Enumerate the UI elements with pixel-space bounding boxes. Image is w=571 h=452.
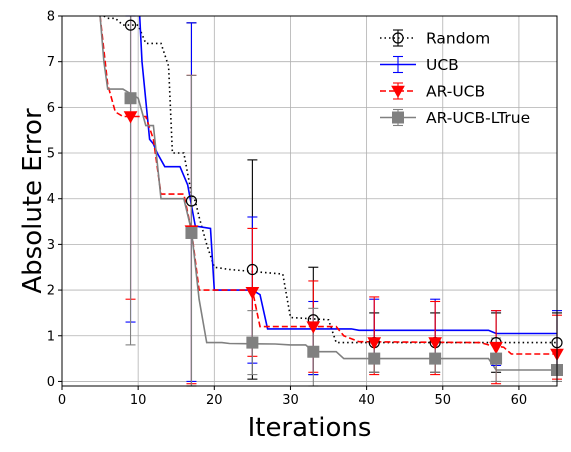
series-lines <box>99 16 557 371</box>
legend-label-ucb: UCB <box>426 56 459 74</box>
legend-label-ar-ucb-ltrue: AR-UCB-LTrue <box>426 109 530 127</box>
legend-item-ar-ucb: AR-UCB <box>380 82 485 101</box>
marker-ar-ucb <box>367 337 382 350</box>
marker-ar-ucb-ltrue <box>185 226 198 239</box>
legend-marker-ar-ucb-ltrue <box>392 111 404 124</box>
x-axis-label: Iterations <box>248 413 372 443</box>
series-line-ar-ucb <box>99 16 557 355</box>
marker-ar-ucb-ltrue <box>368 352 381 365</box>
marker-ar-ucb-ltrue <box>246 336 259 349</box>
legend-item-random: Random <box>380 29 490 48</box>
legend-marker-random <box>392 32 404 44</box>
series-line-random <box>103 16 557 344</box>
x-tick-label: 60 <box>511 393 528 408</box>
legend-item-ucb: UCB <box>380 55 459 74</box>
y-tick-label: 5 <box>47 147 55 162</box>
y-tick-label: 8 <box>47 10 55 25</box>
marker-random <box>185 195 198 207</box>
x-tick-label: 30 <box>282 393 299 408</box>
x-tick-label: 20 <box>206 393 223 408</box>
y-ticks: 0 1 2 3 4 5 6 7 8 <box>47 10 62 390</box>
legend-label-ar-ucb: AR-UCB <box>426 83 485 101</box>
marker-ar-ucb <box>306 321 321 334</box>
series-line-ucb <box>138 16 557 335</box>
x-ticks: 0 10 20 30 40 50 60 <box>58 386 527 408</box>
error-bars <box>125 15 562 387</box>
marker-ar-ucb <box>489 341 503 355</box>
marker-ar-ucb-ltrue <box>124 92 137 105</box>
x-tick-label: 0 <box>58 393 66 408</box>
y-tick-label: 3 <box>47 238 55 253</box>
marker-ar-ucb <box>428 337 443 350</box>
legend-item-ar-ucb-ltrue: AR-UCB-LTrue <box>380 108 530 127</box>
marker-ar-ucb-ltrue <box>429 352 442 365</box>
marker-ar-ucb-ltrue <box>307 345 320 358</box>
y-tick-label: 1 <box>47 329 55 344</box>
x-tick-label: 40 <box>358 393 375 408</box>
x-tick-label: 50 <box>434 393 451 408</box>
marker-random <box>246 263 258 276</box>
y-tick-label: 6 <box>47 101 55 116</box>
plot-frame <box>61 15 558 387</box>
y-tick-label: 0 <box>47 375 55 390</box>
grid <box>61 15 557 386</box>
legend-label-random: Random <box>426 30 490 48</box>
y-axis-label: Absolute Error <box>18 108 48 294</box>
marker-ar-ucb-ltrue <box>490 352 503 365</box>
y-tick-label: 7 <box>47 55 55 70</box>
marker-ar-ucb <box>123 111 138 124</box>
marker-random <box>124 19 137 31</box>
marker-ar-ucb <box>245 287 260 300</box>
legend: Random UCB AR-UCB AR-UCB-LTrue <box>380 29 530 127</box>
y-tick-label: 2 <box>47 284 55 299</box>
legend-marker-ar-ucb <box>391 85 405 99</box>
x-tick-label: 10 <box>130 393 147 408</box>
y-tick-label: 4 <box>47 192 55 207</box>
